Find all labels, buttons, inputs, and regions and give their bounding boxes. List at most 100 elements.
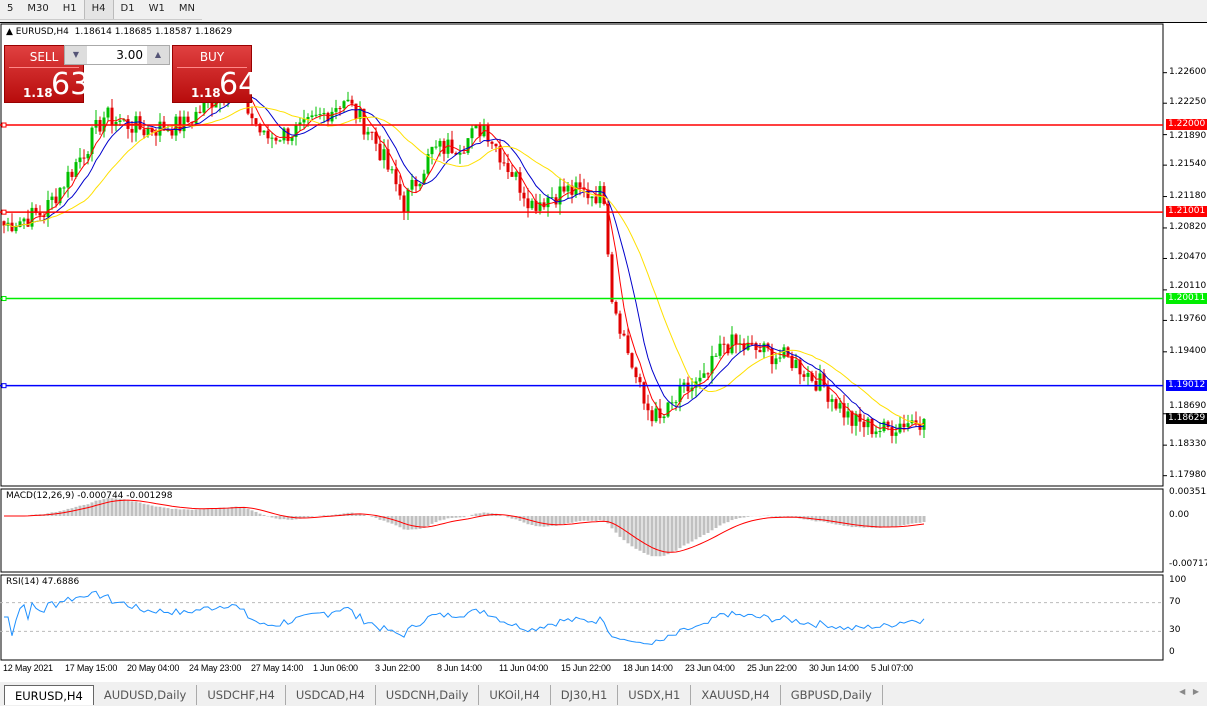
macd-histogram-bar — [671, 516, 674, 553]
candle-body — [827, 386, 830, 401]
macd-histogram-bar — [543, 516, 546, 527]
macd-histogram-bar — [847, 516, 850, 526]
candle-body — [99, 120, 102, 132]
rsi-pane-frame — [1, 575, 1163, 660]
candle-body — [411, 180, 414, 190]
macd-histogram-bar — [559, 516, 562, 525]
tab-xauusd[interactable]: XAUUSD,H4 — [691, 685, 780, 705]
macd-histogram-bar — [651, 516, 654, 556]
macd-histogram-bar — [199, 509, 202, 516]
macd-histogram-bar — [831, 516, 834, 524]
buy-label: BUY — [177, 46, 247, 68]
lot-stepper[interactable]: ▼ 3.00 ▲ — [64, 45, 170, 65]
tab-ukoil[interactable]: UKOil,H4 — [479, 685, 550, 705]
tf-mn[interactable]: MN — [172, 0, 202, 19]
tab-eurusd[interactable]: EURUSD,H4 — [4, 685, 94, 705]
macd-signal-line — [4, 500, 924, 552]
macd-histogram-bar — [195, 509, 198, 516]
lot-input[interactable]: 3.00 — [87, 46, 147, 64]
candle-body — [415, 180, 418, 186]
tf-d1[interactable]: D1 — [114, 0, 142, 19]
macd-histogram-bar — [907, 516, 910, 524]
macd-histogram-bar — [743, 516, 746, 518]
decrease-icon[interactable]: ▼ — [65, 46, 87, 64]
macd-histogram-bar — [147, 505, 150, 516]
tab-dj30[interactable]: DJ30,H1 — [551, 685, 619, 705]
macd-histogram-bar — [599, 516, 602, 520]
date-axis-label: 1 Jun 06:00 — [313, 663, 358, 673]
rsi-line — [4, 591, 924, 644]
macd-histogram-bar — [275, 516, 278, 519]
macd-histogram-bar — [131, 501, 134, 516]
candle-body — [611, 254, 614, 302]
macd-histogram-bar — [687, 516, 690, 544]
macd-histogram-bar — [411, 516, 414, 529]
tf-h1[interactable]: H1 — [56, 0, 84, 19]
candle-body — [199, 112, 202, 113]
candle-body — [871, 419, 874, 434]
candle-body — [627, 335, 630, 353]
macd-histogram-bar — [87, 504, 90, 516]
macd-histogram-bar — [835, 516, 838, 525]
tf-m30[interactable]: M30 — [20, 0, 55, 19]
date-axis-label: 12 May 2021 — [3, 663, 53, 673]
tab-scroll-arrows[interactable]: ◀ ▶ — [1179, 687, 1199, 696]
date-axis-label: 8 Jun 14:00 — [437, 663, 482, 673]
macd-histogram-bar — [79, 506, 82, 516]
candle-body — [119, 120, 122, 122]
candle-body — [399, 184, 402, 195]
date-axis-label: 24 May 23:00 — [189, 663, 241, 673]
candle-body — [395, 169, 398, 184]
macd-histogram-bar — [463, 516, 466, 517]
macd-histogram-bar — [567, 516, 570, 523]
tf-5[interactable]: 5 — [0, 0, 20, 19]
macd-histogram-bar — [647, 516, 650, 555]
candle-body — [719, 344, 722, 356]
tf-w1[interactable]: W1 — [142, 0, 172, 19]
tab-usdcad[interactable]: USDCAD,H4 — [286, 685, 376, 705]
price-axis-label: 1.20110 — [1169, 281, 1206, 292]
macd-axis-label: -0.007178 — [1169, 559, 1207, 570]
tab-usdcnh[interactable]: USDCNH,Daily — [376, 685, 480, 705]
current-price-tag: 1.18629 — [1166, 413, 1207, 424]
increase-icon[interactable]: ▲ — [147, 46, 169, 64]
macd-histogram-bar — [163, 507, 166, 516]
macd-histogram-bar — [891, 516, 894, 527]
tab-gbpusd[interactable]: GBPUSD,Daily — [781, 685, 883, 705]
price-axis-label: 1.20820 — [1169, 222, 1206, 233]
date-axis-label: 5 Jul 07:00 — [871, 663, 913, 673]
macd-histogram-bar — [899, 516, 902, 526]
candle-body — [47, 200, 50, 217]
candle-body — [703, 373, 706, 378]
macd-histogram-bar — [475, 514, 478, 516]
candle-body — [495, 144, 498, 146]
candle-body — [431, 147, 434, 154]
candle-body — [335, 108, 338, 112]
macd-histogram-bar — [207, 508, 210, 516]
candle-body — [279, 140, 282, 141]
candle-body — [419, 184, 422, 186]
rsi-axis-label: 100 — [1169, 575, 1186, 586]
candle-body — [491, 142, 494, 144]
macd-histogram-bar — [507, 516, 510, 517]
candle-body — [343, 101, 346, 108]
macd-histogram-bar — [895, 516, 898, 527]
tab-usdx[interactable]: USDX,H1 — [618, 685, 691, 705]
ma-slow-line — [4, 107, 924, 425]
candle-body — [87, 154, 90, 158]
chart-canvas[interactable] — [0, 23, 1207, 683]
candle-body — [707, 373, 710, 374]
candle-body — [267, 131, 270, 139]
candle-body — [531, 201, 534, 208]
macd-histogram-bar — [191, 510, 194, 516]
chart-window[interactable]: ▲ EURUSD,H4 1.18614 1.18685 1.18587 1.18… — [0, 22, 1207, 682]
tab-audusd[interactable]: AUDUSD,Daily — [94, 685, 197, 705]
candle-body — [735, 335, 738, 345]
macd-histogram-bar — [883, 516, 886, 527]
tab-usdchf[interactable]: USDCHF,H4 — [197, 685, 285, 705]
macd-histogram-bar — [479, 513, 482, 516]
candle-body — [579, 182, 582, 187]
tf-h4[interactable]: H4 — [84, 0, 114, 19]
macd-histogram-bar — [583, 516, 586, 521]
